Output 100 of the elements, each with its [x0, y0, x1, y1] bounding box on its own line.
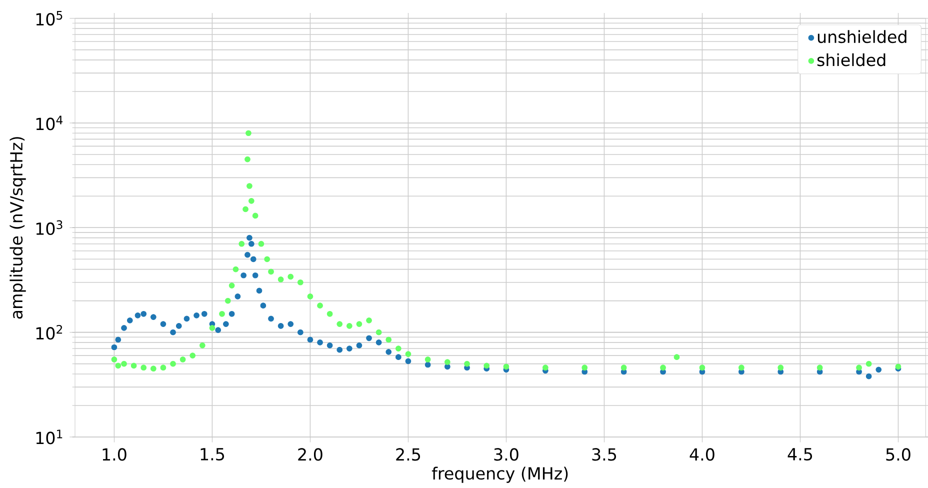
point: [215, 327, 222, 334]
point: [248, 198, 254, 204]
point: [170, 329, 176, 336]
point: [356, 342, 362, 348]
y-axis-title: amplitude (nV/sqrtHz): [10, 137, 26, 319]
point: [228, 310, 235, 317]
point: [484, 362, 490, 369]
point: [307, 336, 314, 343]
point: [201, 310, 208, 317]
point: [856, 364, 862, 371]
point: [866, 360, 872, 367]
point: [395, 346, 402, 352]
point: [111, 344, 118, 350]
point: [180, 356, 186, 362]
point: [444, 364, 450, 370]
point: [542, 364, 548, 371]
x-tick-label: 1.5: [200, 448, 224, 461]
point: [268, 316, 274, 322]
point: [121, 325, 127, 331]
x-tick-label: 1.0: [102, 448, 126, 461]
point: [140, 310, 147, 317]
point: [620, 364, 627, 371]
point: [246, 130, 252, 136]
point: [256, 288, 262, 294]
point: [366, 317, 372, 324]
point: [503, 364, 510, 370]
point: [738, 364, 744, 371]
y-tick-label: 10$^{3}$: [36, 220, 62, 235]
y-tick-label: 10$^{5}$: [36, 11, 62, 26]
point: [222, 321, 229, 327]
point: [395, 354, 402, 360]
point: [260, 302, 266, 309]
x-axis-title: frequency (MHz): [432, 466, 568, 483]
point: [250, 256, 256, 262]
point: [405, 351, 412, 357]
point: [115, 336, 122, 343]
point: [660, 364, 666, 371]
point: [244, 156, 250, 162]
point: [130, 362, 137, 369]
point: [444, 359, 450, 365]
x-tick-label: 2.5: [396, 448, 420, 461]
y-tick-label: 10$^{4}$: [36, 116, 63, 130]
x-tick-label: 4.5: [788, 448, 812, 461]
point: [386, 336, 392, 343]
point: [224, 298, 231, 304]
point: [464, 360, 470, 367]
point: [386, 348, 392, 355]
point: [242, 206, 248, 212]
point: [264, 256, 270, 262]
point: [326, 310, 333, 317]
point: [176, 323, 182, 329]
y-tick-label: 10$^{1}$: [36, 430, 62, 444]
point: [150, 314, 156, 320]
point: [134, 312, 141, 318]
point: [150, 366, 156, 372]
point: [336, 346, 343, 353]
point: [582, 364, 588, 371]
point: [778, 364, 784, 371]
point: [674, 354, 680, 360]
point: [246, 183, 252, 189]
point: [170, 360, 176, 367]
x-tick-label: 2.0: [298, 448, 322, 461]
x-tick-label: 5.0: [886, 448, 910, 461]
point: [160, 321, 166, 327]
point: [288, 321, 294, 327]
point: [209, 325, 216, 331]
point: [405, 358, 412, 364]
point: [424, 362, 431, 368]
legend-label: unshielded: [818, 30, 906, 44]
point: [160, 364, 166, 371]
point: [317, 340, 323, 346]
point: [268, 268, 274, 275]
point: [816, 364, 823, 371]
x-tick-label: 4.0: [690, 448, 714, 461]
point: [111, 356, 118, 362]
point: [336, 321, 343, 327]
point: [246, 234, 252, 241]
y-tick-label: 10$^{2}$: [36, 324, 62, 340]
point: [278, 323, 284, 329]
point: [317, 302, 323, 309]
point: [232, 266, 239, 272]
point: [121, 360, 127, 367]
point: [190, 352, 196, 358]
point: [234, 294, 241, 300]
point: [126, 317, 133, 324]
point: [376, 329, 382, 336]
point: [244, 252, 250, 258]
point: [876, 366, 882, 373]
point: [252, 272, 258, 278]
point: [307, 294, 314, 300]
point: [184, 316, 190, 322]
point: [699, 364, 706, 371]
point: [866, 373, 872, 380]
point: [140, 364, 147, 371]
point: [252, 212, 258, 219]
point: [115, 362, 122, 369]
point: [346, 346, 352, 352]
legend-label: shielded: [817, 53, 886, 66]
point: [366, 335, 372, 342]
point: [376, 340, 382, 346]
